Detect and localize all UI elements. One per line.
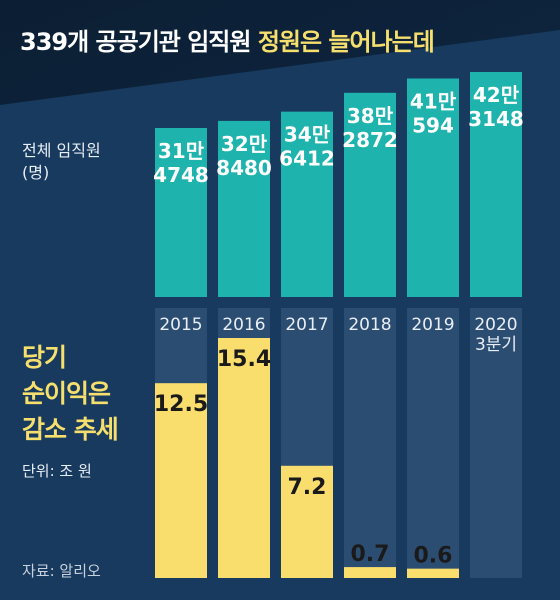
employees-bar-1 [218, 120, 270, 297]
column-shade-4 [407, 308, 459, 578]
title-highlight: 정원은 늘어나는데 [257, 28, 435, 56]
employees-bar-label-5-0: 42만 [473, 83, 520, 107]
employees-bar-0 [155, 128, 207, 297]
title-plain: 339개 공공기관 임직원 [20, 28, 258, 56]
employees-label-line1: 전체 임직원 [22, 141, 101, 160]
profit-bar-label-3: 0.7 [351, 542, 390, 567]
year-label-5-1: 3분기 [475, 335, 517, 355]
employees-label-line2: (명) [22, 163, 50, 182]
profit-bar-2 [281, 465, 333, 578]
column-shade-3 [344, 308, 396, 578]
year-label-1-0: 2016 [222, 315, 265, 335]
employees-bar-label-4-1: 594 [412, 113, 454, 137]
year-label-0-0: 2015 [159, 315, 202, 335]
year-label-2-0: 2017 [285, 315, 328, 335]
year-label-3-0: 2018 [348, 315, 391, 335]
profit-bar-3 [344, 567, 396, 578]
employees-bar-label-4-0: 41만 [410, 89, 457, 113]
profit-bar-0 [155, 383, 207, 578]
profit-label: 당기 순이익은 감소 추세 [22, 340, 119, 448]
profit-label-line1: 당기 [22, 343, 67, 372]
year-label-5-0: 2020 [474, 315, 517, 335]
employees-bar-label-1-1: 8480 [216, 156, 272, 180]
profit-label-line2: 순이익은 [22, 379, 111, 408]
unit-label: 단위: 조 원 [22, 462, 92, 480]
employees-bar-3 [344, 92, 396, 297]
employees-bar-label-0-0: 31만 [158, 139, 205, 163]
profit-bar-label-0: 12.5 [154, 392, 208, 417]
page-title: 339개 공공기관 임직원 정원은 늘어나는데 [20, 22, 550, 57]
employees-bar-label-2-0: 34만 [284, 123, 331, 147]
employees-bar-label-5-1: 3148 [468, 107, 524, 131]
year-label-4-0: 2019 [411, 315, 454, 335]
source-label: 자료: 알리오 [22, 562, 101, 580]
profit-label-line3: 감소 추세 [22, 415, 119, 444]
profit-bar-label-2: 7.2 [288, 475, 327, 500]
employees-bar-4 [407, 78, 459, 297]
column-shade-5 [470, 308, 522, 578]
employees-bar-label-1-0: 32만 [221, 132, 268, 156]
employees-label: 전체 임직원 (명) [22, 140, 101, 184]
employees-bar-5 [470, 72, 522, 297]
employees-bar-2 [281, 111, 333, 297]
employees-bar-label-2-1: 6412 [279, 147, 335, 171]
employees-bar-label-3-0: 38만 [347, 104, 394, 128]
profit-bar-label-1: 15.4 [217, 347, 271, 372]
employees-bar-label-3-1: 2872 [342, 128, 398, 152]
profit-bar-1 [218, 338, 270, 578]
employees-bar-label-0-1: 4748 [153, 163, 209, 187]
profit-bar-label-4: 0.6 [414, 544, 453, 569]
profit-bar-4 [407, 568, 459, 578]
